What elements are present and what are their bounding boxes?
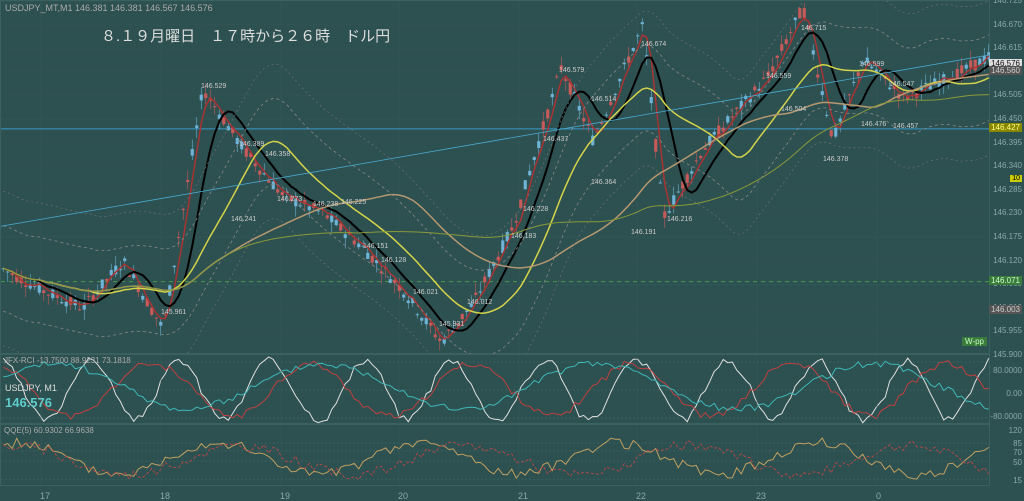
y-tick: 85	[1013, 439, 1022, 448]
symbol-label: USDJPY, M1	[5, 383, 57, 393]
price-annotation: 146.364	[591, 179, 616, 186]
y-tick: 80.0000	[993, 366, 1022, 375]
price-annotation: 146.021	[413, 289, 438, 296]
x-tick: 23	[756, 491, 766, 501]
price-annotation: 146.151	[363, 243, 388, 250]
y-tick: 146.615	[993, 43, 1022, 52]
rci-svg	[1, 355, 991, 425]
price-annotation: 146.012	[467, 299, 492, 306]
price-annotation: 146.241	[231, 216, 256, 223]
y-tick: 146.450	[993, 114, 1022, 123]
price-annotation: 146.457	[893, 123, 918, 130]
price-marker: 146.003	[989, 305, 1022, 314]
price-annotation: 146.514	[591, 96, 616, 103]
yellow-indicator: 10	[1010, 175, 1022, 182]
wpp-label: W-pp	[962, 337, 987, 346]
price-annotation: 146.183	[511, 233, 536, 240]
y-tick: 145.955	[993, 326, 1022, 335]
price-annotation: 146.559	[766, 73, 791, 80]
x-tick: 0	[876, 491, 881, 501]
y-tick: 146.725	[993, 0, 1022, 5]
y-tick: 120	[1009, 426, 1022, 435]
price-marker: 146.560	[989, 66, 1022, 75]
chart-title-overlay: ８.１９月曜日 １７時から２６時 ドル円	[101, 25, 390, 46]
price-annotation: 146.216	[667, 216, 692, 223]
y-tick: 146.285	[993, 185, 1022, 194]
qqe-svg	[1, 425, 991, 487]
price-annotation: 146.273	[277, 196, 302, 203]
price-annotation: 146.389	[239, 141, 264, 148]
y-tick: 146.230	[993, 208, 1022, 217]
price-annotation: 146.504	[781, 106, 806, 113]
y-tick: 15	[1013, 476, 1022, 485]
price-annotation: 146.191	[631, 229, 656, 236]
price-annotation: 146.599	[859, 61, 884, 68]
x-tick: 17	[40, 491, 50, 501]
price-marker: 146.071	[989, 276, 1022, 285]
x-tick: 19	[280, 491, 290, 501]
x-tick: 22	[636, 491, 646, 501]
price-annotation: 146.238	[313, 201, 338, 208]
price-annotation: 146.228	[523, 206, 548, 213]
big-price: 146.576	[5, 395, 52, 410]
price-annotation: 146.529	[201, 83, 226, 90]
qqe-label: QQE(5) 60.9302 66.9638	[4, 426, 94, 435]
x-tick: 18	[160, 491, 170, 501]
pair-header: USDJPY_MT,M1 146.381 146.381 146.567 146…	[5, 3, 213, 13]
price-annotation: 146.579	[559, 67, 584, 74]
price-marker: 146.427	[989, 123, 1022, 132]
time-axis: 17 18 19 20 21 22 23 0	[0, 486, 990, 501]
price-annotation: 146.547	[889, 81, 914, 88]
y-tick: 145.900	[993, 350, 1022, 359]
price-annotation: 146.715	[801, 25, 826, 32]
price-annotation: 146.476	[861, 121, 886, 128]
y-tick: 50	[1013, 458, 1022, 467]
y-axis: 145.900145.955146.010146.065146.120146.1…	[990, 0, 1024, 501]
y-tick: 146.505	[993, 90, 1022, 99]
y-tick: 0.00	[1006, 389, 1022, 398]
price-annotation: 146.358	[265, 151, 290, 158]
y-tick: 146.120	[993, 256, 1022, 265]
main-chart-svg	[1, 1, 991, 355]
main-price-panel[interactable]: USDJPY_MT,M1 146.381 146.381 146.567 146…	[0, 0, 990, 354]
y-tick: 146.175	[993, 232, 1022, 241]
trading-chart[interactable]: USDJPY_MT,M1 146.381 146.381 146.567 146…	[0, 0, 1024, 501]
y-tick: 70	[1013, 448, 1022, 457]
x-tick: 20	[398, 491, 408, 501]
price-annotation: 146.225	[341, 199, 366, 206]
y-tick: 146.340	[993, 161, 1022, 170]
price-annotation: 146.437	[543, 136, 568, 143]
price-annotation: 146.378	[823, 156, 848, 163]
price-annotation: 146.674	[641, 41, 666, 48]
price-annotation: 146.128	[381, 257, 406, 264]
y-tick: -80.0000	[990, 412, 1022, 421]
price-annotation: 145.931	[439, 321, 464, 328]
x-tick: 21	[518, 491, 528, 501]
rci-label: JFX-RCI -13.7500 88.9231 73.1818	[4, 356, 131, 365]
rci-panel[interactable]: JFX-RCI -13.7500 88.9231 73.1818 USDJPY,…	[0, 354, 990, 424]
price-annotation: 145.961	[161, 309, 186, 316]
qqe-panel[interactable]: QQE(5) 60.9302 66.9638	[0, 424, 990, 486]
y-tick: 146.670	[993, 20, 1022, 29]
y-tick: 146.395	[993, 138, 1022, 147]
